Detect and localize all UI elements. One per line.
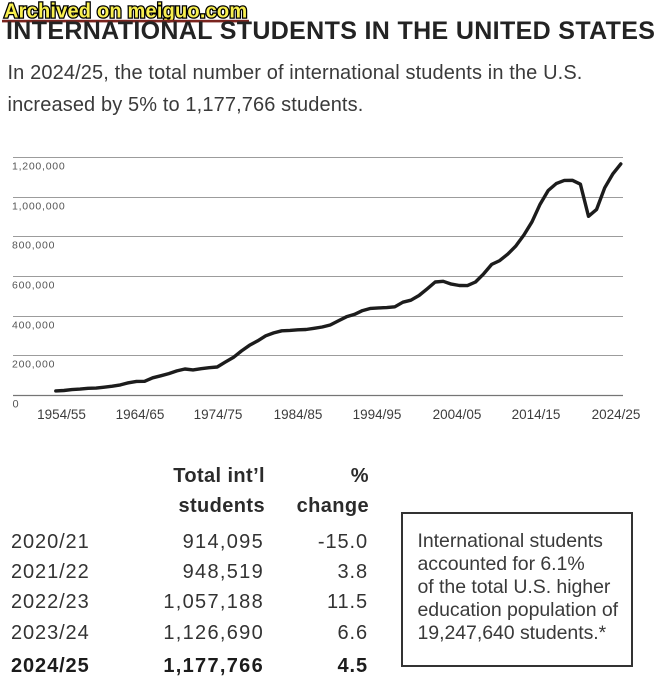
svg-text:1,200,000: 1,200,000 xyxy=(12,161,65,173)
svg-text:1974/75: 1974/75 xyxy=(194,407,243,422)
svg-text:2004/05: 2004/05 xyxy=(433,407,482,422)
svg-text:Archived on meiguo.com: Archived on meiguo.com xyxy=(4,1,247,23)
svg-text:1954/55: 1954/55 xyxy=(37,407,86,422)
svg-text:2024/25: 2024/25 xyxy=(592,407,641,422)
svg-text:400,000: 400,000 xyxy=(12,320,55,332)
svg-text:1,000,000: 1,000,000 xyxy=(12,201,65,213)
svg-text:2014/15: 2014/15 xyxy=(512,407,561,422)
svg-text:1994/95: 1994/95 xyxy=(353,407,402,422)
svg-text:600,000: 600,000 xyxy=(12,280,55,292)
svg-text:1984/85: 1984/85 xyxy=(274,407,323,422)
svg-text:200,000: 200,000 xyxy=(12,359,55,371)
svg-text:1964/65: 1964/65 xyxy=(116,407,165,422)
svg-text:800,000: 800,000 xyxy=(12,240,55,252)
svg-text:0: 0 xyxy=(13,399,19,411)
